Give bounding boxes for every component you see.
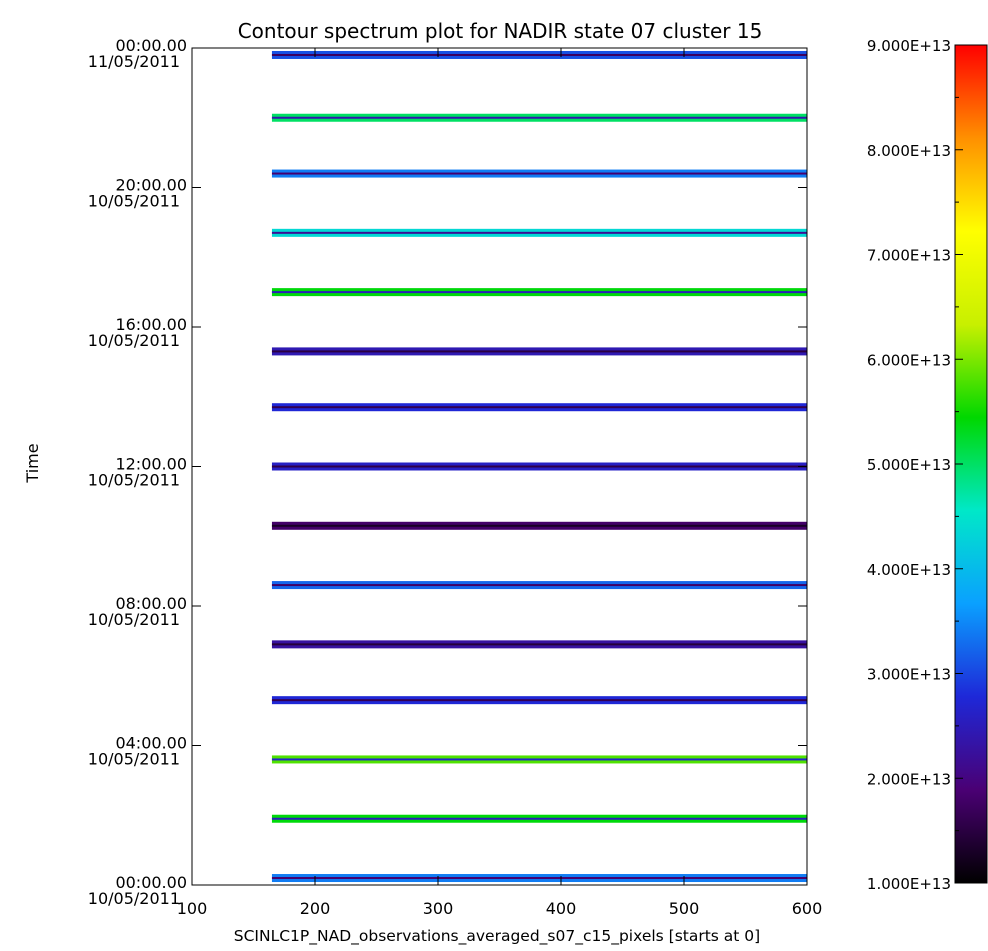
y-tick-time: 00:00.00 (115, 36, 187, 55)
observation-band-core (271, 291, 807, 294)
observation-band-core (271, 584, 807, 587)
y-tick-date: 10/05/2011 (88, 750, 180, 769)
x-axis-label: SCINLC1P_NAD_observations_averaged_s07_c… (234, 927, 760, 946)
y-tick-time: 00:00.00 (115, 873, 187, 892)
colorbar-tick-label: 7.000E+13 (867, 247, 951, 265)
colorbar-tick-label: 1.000E+13 (867, 875, 951, 893)
x-tick-label: 100 (177, 899, 208, 918)
colorbar-axis: 1.000E+13 2.000E+13 3.000E+13 4.000E+13 5.00… (867, 37, 963, 893)
x-tick-label: 500 (669, 899, 700, 918)
observation-band-core (271, 172, 807, 175)
observation-band-core (271, 817, 807, 820)
y-tick-time: 12:00.00 (115, 455, 187, 474)
observation-band-core (271, 231, 807, 234)
observation-band-core (271, 758, 807, 761)
observation-band-core (271, 53, 807, 56)
colorbar-tick-label: 5.000E+13 (867, 456, 951, 474)
observation-band-core (271, 350, 807, 353)
colorbar-tick-label: 6.000E+13 (867, 351, 951, 369)
observation-band-core (271, 524, 807, 527)
observation-band-core (271, 643, 807, 646)
colorbar-tick-label: 9.000E+13 (867, 37, 951, 55)
x-tick-label: 200 (300, 899, 331, 918)
observation-bands (271, 50, 807, 883)
y-tick-time: 04:00.00 (115, 734, 187, 753)
observation-band-core (271, 406, 807, 409)
y-axis: 00:00.0010/05/201104:00.0010/05/201108:0… (88, 36, 807, 908)
observation-band-core (271, 877, 807, 880)
x-tick-label: 300 (423, 899, 454, 918)
y-tick-date: 10/05/2011 (88, 889, 180, 908)
y-tick-time: 08:00.00 (115, 594, 187, 613)
y-tick-date: 11/05/2011 (88, 52, 180, 71)
colorbar-tick-label: 2.000E+13 (867, 770, 951, 788)
colorbar-tick-label: 3.000E+13 (867, 666, 951, 684)
x-axis: 100 200 300 400 500 600 (177, 48, 823, 918)
y-tick-date: 10/05/2011 (88, 471, 180, 490)
chart-title: Contour spectrum plot for NADIR state 07… (238, 19, 763, 43)
y-axis-label: Time (23, 443, 42, 483)
x-tick-label: 600 (792, 899, 823, 918)
colorbar-tick-label: 4.000E+13 (867, 561, 951, 579)
colorbar-tick-label: 8.000E+13 (867, 142, 951, 160)
y-tick-time: 16:00.00 (115, 315, 187, 334)
x-tick-label: 400 (546, 899, 577, 918)
observation-band-core (271, 116, 807, 119)
observation-band-core (271, 699, 807, 702)
y-tick-time: 20:00.00 (115, 176, 187, 195)
y-tick-date: 10/05/2011 (88, 331, 180, 350)
observation-band-core (271, 465, 807, 468)
y-tick-date: 10/05/2011 (88, 610, 180, 629)
y-tick-date: 10/05/2011 (88, 192, 180, 211)
